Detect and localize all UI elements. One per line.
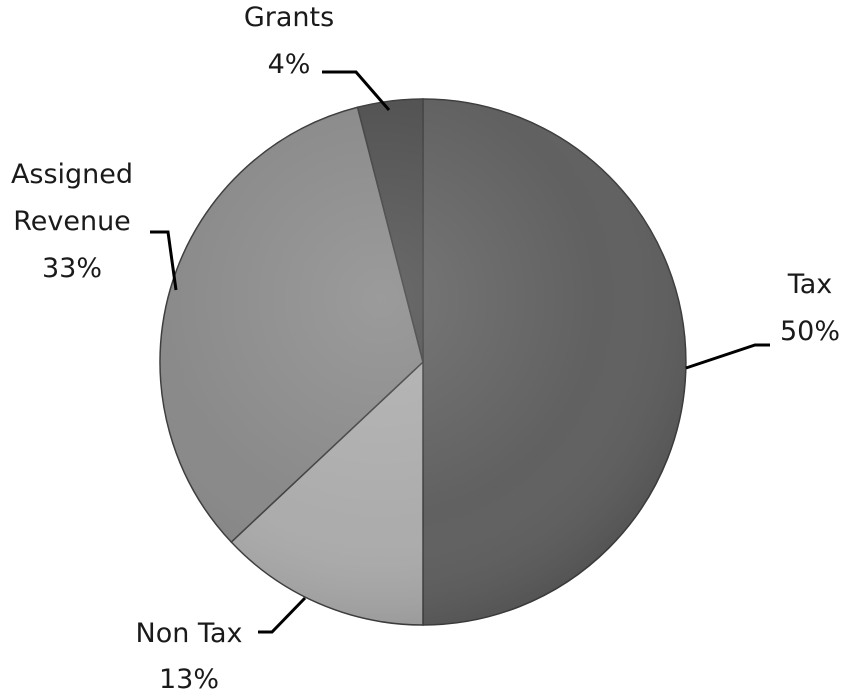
slice-label-grants: Grants xyxy=(244,2,334,33)
pie-slice-tax xyxy=(422,98,687,626)
slice-pct-tax: 50% xyxy=(780,316,840,347)
slice-pct-grants: 4% xyxy=(268,49,311,80)
slice-pct-non-tax: 13% xyxy=(159,664,219,695)
tax-leader-line xyxy=(685,343,770,370)
pie-slices xyxy=(159,98,687,626)
slice-label-tax: Tax xyxy=(787,269,833,300)
non-tax-leader-line xyxy=(258,596,307,634)
slice-label-assigned-revenue-line-1: Assigned xyxy=(11,159,133,190)
slice-pct-assigned-revenue: 33% xyxy=(42,253,102,284)
assigned-revenue-leader-line xyxy=(150,230,178,291)
grants-leader-line xyxy=(322,70,391,111)
slice-label-assigned-revenue-line-2: Revenue xyxy=(13,206,131,237)
slice-label-non-tax: Non Tax xyxy=(136,618,243,649)
